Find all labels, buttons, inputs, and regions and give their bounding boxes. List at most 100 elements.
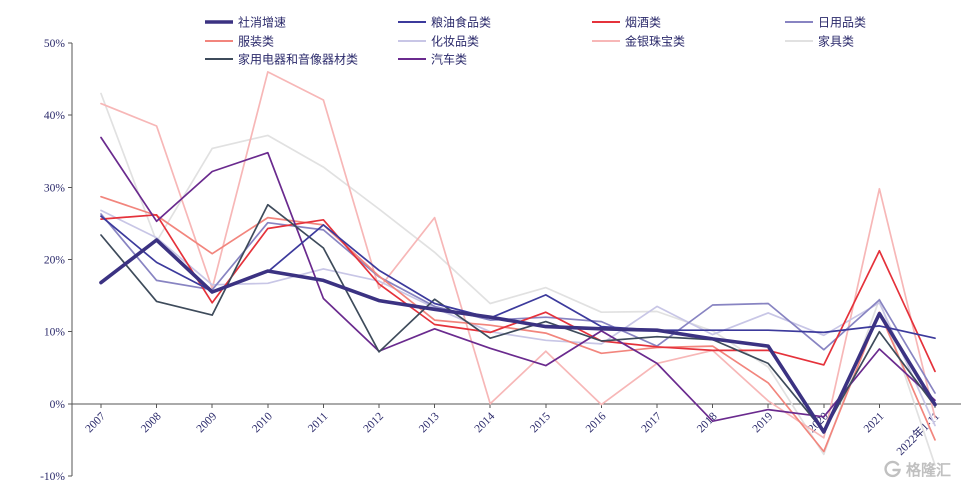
data-point — [933, 369, 937, 373]
data-point — [433, 302, 437, 306]
data-point — [321, 223, 325, 227]
series-group — [99, 70, 937, 439]
data-point — [377, 268, 381, 272]
legend-label: 金银珠宝类 — [625, 34, 685, 49]
series-line — [100, 92, 936, 467]
data-point — [210, 301, 214, 305]
x-tick-label: 2008 — [139, 410, 164, 435]
data-point — [877, 187, 881, 191]
series-group — [100, 213, 937, 395]
x-tick-label: 2019 — [751, 410, 776, 435]
data-point — [933, 416, 937, 420]
data-point — [711, 337, 715, 341]
y-tick-label: -10% — [40, 471, 65, 483]
legend-item: 服装类 — [205, 35, 274, 49]
data-point — [766, 408, 770, 412]
data-point — [433, 318, 437, 322]
data-point — [877, 324, 881, 328]
legend-item: 家用电器和音像器材类 — [205, 52, 358, 67]
data-point — [933, 336, 937, 340]
data-point — [210, 170, 214, 174]
data-point — [99, 102, 103, 106]
data-point — [488, 336, 492, 340]
data-point — [766, 328, 770, 332]
data-point — [822, 430, 826, 434]
data-point — [433, 323, 437, 327]
data-point — [99, 92, 103, 96]
data-point — [544, 364, 548, 368]
data-point — [544, 315, 548, 319]
data-point — [155, 260, 159, 264]
y-tick-label: 30% — [44, 182, 66, 194]
data-point — [711, 328, 715, 332]
series-line — [100, 209, 936, 427]
data-point — [655, 328, 659, 332]
legend-item: 家具类 — [785, 34, 854, 49]
y-tick-label: 10% — [44, 327, 66, 339]
series-group — [100, 203, 936, 433]
series-line — [100, 203, 936, 433]
y-tick-label: 50% — [44, 38, 66, 50]
data-point — [544, 293, 548, 297]
legend-label: 汽车类 — [431, 52, 467, 67]
data-point — [544, 338, 548, 342]
series-line — [100, 213, 936, 373]
data-point — [99, 208, 103, 212]
data-point — [655, 304, 659, 308]
series-line — [100, 71, 936, 439]
data-point — [488, 330, 492, 334]
legend-item: 金银珠宝类 — [592, 34, 685, 49]
data-point — [266, 133, 270, 137]
legend-label: 化妆品类 — [431, 35, 479, 49]
data-point — [488, 402, 492, 406]
data-point — [155, 213, 159, 217]
data-point — [210, 290, 214, 294]
data-point — [210, 313, 214, 317]
data-point — [99, 281, 103, 285]
data-point — [155, 219, 159, 223]
data-point — [155, 299, 159, 303]
data-point — [711, 348, 715, 352]
data-point — [655, 335, 659, 339]
data-point — [99, 195, 103, 199]
data-point — [377, 207, 381, 211]
data-point — [377, 286, 381, 290]
data-point — [321, 246, 325, 250]
data-point — [266, 216, 270, 220]
data-point — [822, 330, 826, 334]
data-point — [321, 278, 325, 282]
data-point — [711, 344, 715, 348]
data-point — [544, 310, 548, 314]
data-point — [433, 307, 437, 311]
y-tick-label: 0% — [50, 399, 66, 411]
data-point — [488, 315, 492, 319]
y-tick-label: 40% — [44, 110, 66, 122]
data-point — [321, 297, 325, 301]
legend-item: 粮油食品类 — [398, 15, 491, 30]
data-point — [599, 327, 603, 331]
data-point — [544, 325, 548, 329]
data-point — [99, 214, 103, 218]
data-point — [266, 151, 270, 155]
legend-item: 社消增速 — [205, 15, 286, 30]
data-point — [210, 283, 214, 287]
x-tick-label: 2021 — [862, 410, 887, 435]
y-tick-label: 20% — [44, 255, 66, 267]
series-group — [99, 238, 937, 434]
data-point — [599, 310, 603, 314]
data-point — [933, 391, 937, 395]
data-point — [599, 339, 603, 343]
data-point — [155, 238, 159, 242]
data-point — [655, 310, 659, 314]
data-point — [433, 297, 437, 301]
x-tick-label: 2015 — [528, 410, 553, 435]
data-point — [822, 450, 826, 454]
data-point — [711, 419, 715, 423]
x-tick-label: 2014 — [473, 410, 498, 435]
data-point — [155, 278, 159, 282]
x-tick-label: 2007 — [83, 410, 108, 435]
data-point — [377, 350, 381, 354]
data-point — [599, 320, 603, 324]
legend-label: 社消增速 — [238, 15, 286, 30]
data-point — [266, 70, 270, 74]
